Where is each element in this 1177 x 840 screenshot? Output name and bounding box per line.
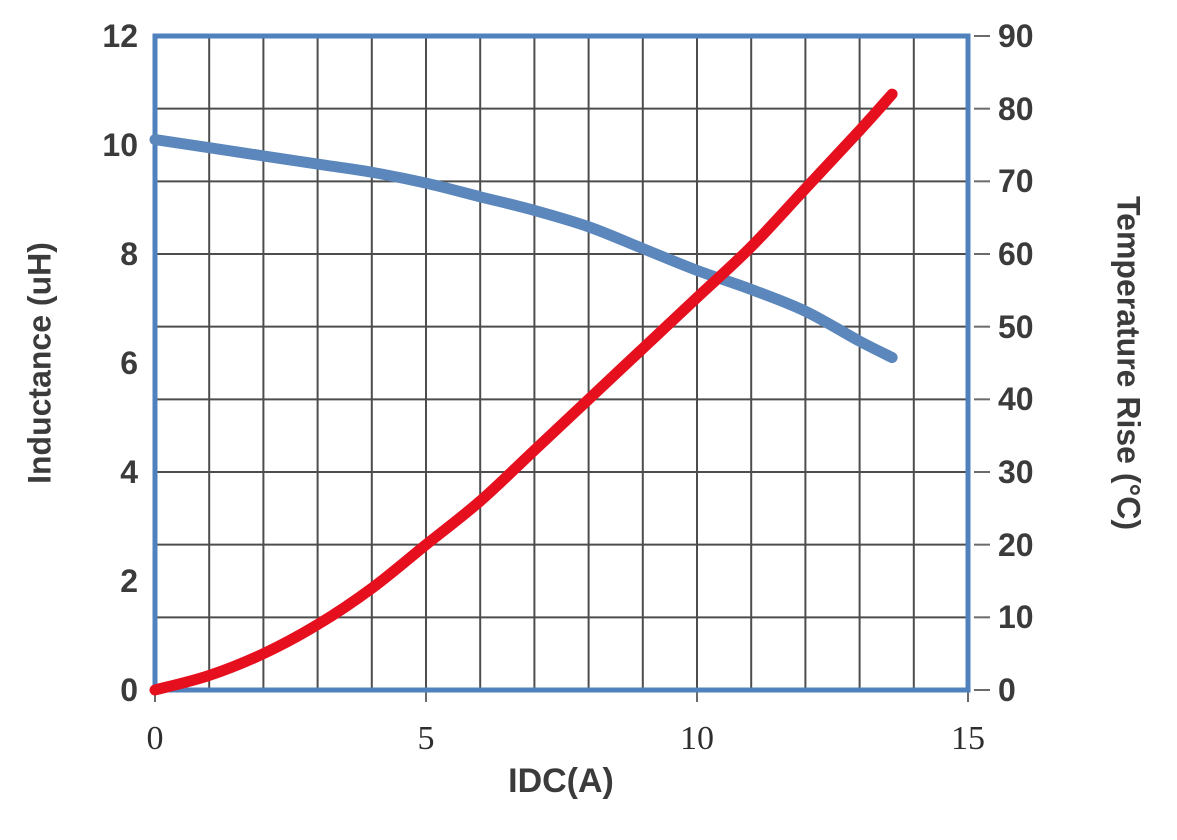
left-tick-label: 2	[120, 563, 138, 599]
right-tick-label: 20	[998, 526, 1034, 563]
right-tick-label: 40	[998, 381, 1034, 418]
bottom-tick-label: 15	[951, 720, 985, 757]
gridlines	[154, 35, 969, 691]
left-tick-label: 12	[102, 18, 138, 54]
right-tick-label: 80	[998, 90, 1034, 127]
right-tick-label: 60	[998, 236, 1034, 272]
right-tick-label: 30	[998, 454, 1034, 490]
plot-border	[152, 33, 971, 693]
left-tick-label: 0	[120, 672, 138, 708]
bottom-tick-label: 10	[680, 720, 714, 757]
left-tick-label: 10	[102, 127, 138, 163]
right-tick-label: 10	[998, 599, 1034, 636]
bottom-tick-label: 0	[146, 720, 164, 757]
left-tick-label: 4	[120, 454, 138, 490]
left-axis-title: Inductance (uH)	[21, 242, 58, 484]
right-tick-label: 90	[998, 18, 1034, 54]
x-axis-title: IDC(A)	[508, 762, 614, 800]
right-tick-label: 50	[998, 308, 1034, 345]
right-tick-label: 0	[998, 672, 1016, 708]
bottom-tick-label: 5	[417, 720, 435, 757]
inductance-curve	[149, 134, 898, 364]
right-tick-label: 70	[998, 163, 1034, 200]
left-tick-label: 6	[120, 345, 138, 381]
right-axis-title: Temperature Rise (°C)	[1110, 195, 1147, 531]
left-tick-label: 8	[120, 236, 138, 272]
temperature-rise-curve	[149, 88, 898, 696]
